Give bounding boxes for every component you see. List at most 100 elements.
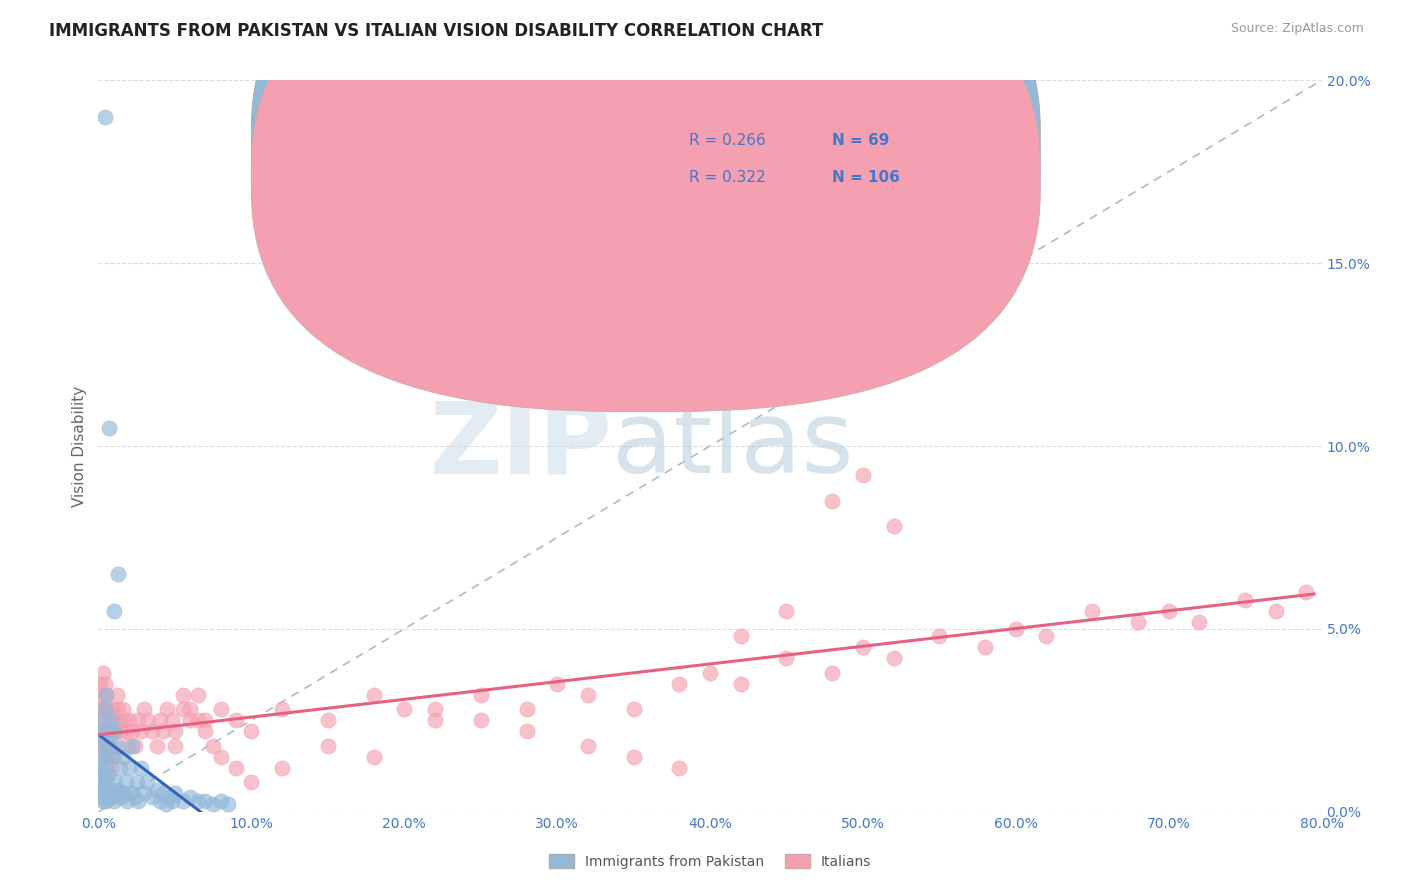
Text: N = 69: N = 69 xyxy=(832,134,890,148)
Point xyxy=(163,739,186,753)
Point xyxy=(470,688,492,702)
Point xyxy=(104,775,127,789)
Point xyxy=(821,665,844,680)
Point xyxy=(91,739,114,753)
Point xyxy=(136,714,159,728)
Point xyxy=(141,790,163,805)
Point xyxy=(775,651,797,665)
Point xyxy=(90,714,112,728)
Point xyxy=(90,790,112,805)
Point xyxy=(101,749,124,764)
Point xyxy=(89,724,111,739)
Point xyxy=(121,724,143,739)
Point xyxy=(105,787,128,801)
Point xyxy=(852,468,875,483)
Point xyxy=(225,714,247,728)
Point xyxy=(1157,603,1180,617)
Point xyxy=(117,739,139,753)
Point xyxy=(576,688,599,702)
Point xyxy=(103,603,125,617)
Point xyxy=(93,702,115,716)
Point xyxy=(156,702,179,716)
Point xyxy=(217,797,239,812)
Point xyxy=(115,724,138,739)
Point xyxy=(112,714,135,728)
Point xyxy=(576,739,599,753)
Point xyxy=(91,768,114,782)
Point xyxy=(668,761,690,775)
Point xyxy=(141,724,163,739)
Point xyxy=(928,629,950,643)
Point xyxy=(730,629,752,643)
Point xyxy=(98,749,121,764)
Point xyxy=(363,749,385,764)
Point xyxy=(111,749,134,764)
Point xyxy=(316,714,339,728)
Point xyxy=(97,790,120,805)
Text: Source: ZipAtlas.com: Source: ZipAtlas.com xyxy=(1230,22,1364,36)
Point xyxy=(821,494,844,508)
Point xyxy=(94,688,117,702)
Point xyxy=(89,702,111,716)
Point xyxy=(145,739,167,753)
Point xyxy=(270,761,292,775)
FancyBboxPatch shape xyxy=(252,0,1040,411)
Point xyxy=(94,761,117,775)
Point xyxy=(115,775,138,789)
Point xyxy=(668,676,690,690)
Point xyxy=(157,790,180,805)
Point xyxy=(118,714,141,728)
Point xyxy=(172,794,194,808)
Point xyxy=(516,702,538,716)
FancyBboxPatch shape xyxy=(593,106,973,216)
Point xyxy=(90,779,112,793)
Point xyxy=(149,794,172,808)
Point xyxy=(852,640,875,655)
Point xyxy=(699,665,721,680)
Point xyxy=(155,797,177,812)
Point xyxy=(108,714,131,728)
Point xyxy=(209,749,232,764)
Point xyxy=(117,794,139,808)
Point xyxy=(209,702,232,716)
Point xyxy=(187,794,209,808)
Point xyxy=(129,761,152,775)
Point xyxy=(392,702,416,716)
Point xyxy=(194,794,217,808)
Point xyxy=(97,702,120,716)
Point xyxy=(149,714,172,728)
Point xyxy=(134,787,156,801)
Point xyxy=(108,761,131,775)
Point xyxy=(240,775,263,789)
Point xyxy=(110,790,132,805)
Point xyxy=(94,724,117,739)
Point xyxy=(101,790,124,805)
Point xyxy=(105,739,128,753)
Point xyxy=(194,714,217,728)
Point xyxy=(97,739,120,753)
Point xyxy=(974,640,997,655)
Point xyxy=(93,761,115,775)
Point xyxy=(90,688,112,702)
Point xyxy=(89,724,111,739)
Point xyxy=(225,761,247,775)
Point xyxy=(187,688,209,702)
Point xyxy=(179,714,201,728)
Point xyxy=(163,787,186,801)
Text: R = 0.322: R = 0.322 xyxy=(689,170,766,185)
Text: IMMIGRANTS FROM PAKISTAN VS ITALIAN VISION DISABILITY CORRELATION CHART: IMMIGRANTS FROM PAKISTAN VS ITALIAN VISI… xyxy=(49,22,824,40)
Point xyxy=(103,794,125,808)
Point xyxy=(1004,622,1026,636)
Point xyxy=(107,567,129,582)
Point xyxy=(883,519,905,533)
Text: atlas: atlas xyxy=(612,398,853,494)
Point xyxy=(103,749,125,764)
Text: R = 0.266: R = 0.266 xyxy=(689,134,766,148)
Point xyxy=(107,702,129,716)
FancyBboxPatch shape xyxy=(252,0,1040,375)
Point xyxy=(91,731,114,746)
Point xyxy=(124,790,146,805)
Point xyxy=(101,702,124,716)
Point xyxy=(160,794,183,808)
Point xyxy=(94,794,117,808)
